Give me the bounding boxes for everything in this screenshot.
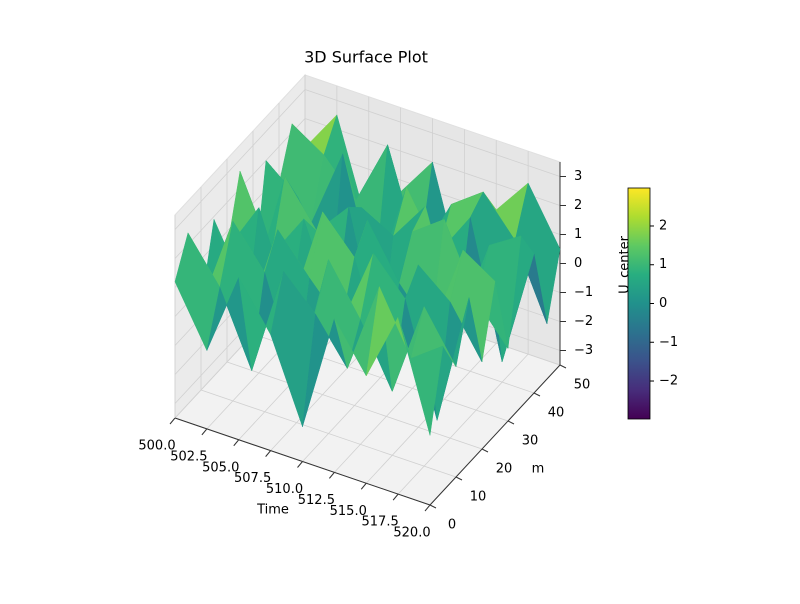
x-axis-line	[174, 417, 431, 506]
colorbar-tick-label: 1	[659, 257, 667, 272]
tick-mark	[360, 482, 367, 490]
grid-line	[397, 353, 529, 495]
y-tick-label: 0	[448, 518, 456, 533]
grid-line	[226, 361, 483, 450]
tick-mark	[424, 504, 431, 512]
y-tick-label: 10	[470, 490, 487, 505]
grid-line	[304, 89, 561, 177]
y-axis-label: m	[532, 462, 545, 477]
tick-mark	[169, 417, 176, 425]
z-tick-label: 3	[574, 169, 582, 184]
grid-line	[200, 389, 457, 478]
z-tick-label: −3	[574, 343, 593, 358]
z-tick-label: 2	[574, 198, 582, 213]
colorbar-tick-label: 0	[659, 296, 667, 311]
tick-mark	[265, 450, 272, 457]
tick-mark	[429, 504, 437, 509]
x-tick-label: 502.5	[170, 449, 207, 464]
tick-mark	[507, 420, 515, 425]
grid-line	[174, 89, 306, 230]
x-tick-label: 500.0	[138, 439, 175, 454]
tick-mark	[559, 364, 567, 369]
x-tick-label: 510.0	[266, 482, 303, 497]
y-tick-label: 40	[548, 406, 565, 421]
colorbar	[627, 187, 651, 420]
surface-patch	[397, 317, 444, 436]
z-tick-label: 1	[574, 227, 582, 242]
x-axis-label: Time	[256, 503, 289, 518]
tick-mark	[392, 493, 399, 501]
y-tick-label: 50	[574, 378, 591, 393]
y-tick-label: 20	[496, 462, 513, 477]
colorbar-tick-label: −1	[659, 335, 678, 350]
tick-mark	[481, 448, 489, 453]
tick-mark	[297, 461, 303, 468]
x-tick-label: 520.0	[393, 526, 430, 541]
tick-mark	[233, 439, 240, 447]
z-tick-label: −1	[574, 285, 593, 300]
chart-title: 3D Surface Plot	[304, 48, 428, 67]
tick-mark	[328, 472, 335, 479]
x-tick-label: 517.5	[362, 515, 399, 530]
y-axis-line	[429, 364, 561, 506]
colorbar-tick-label: 2	[659, 218, 667, 233]
tick-mark	[455, 476, 463, 481]
x-tick-label: 507.5	[234, 471, 271, 486]
tick-mark	[201, 428, 208, 436]
x-tick-label: 515.0	[330, 504, 367, 519]
colorbar-tick-label: −2	[659, 374, 678, 389]
tick-mark	[533, 392, 541, 397]
y-tick-label: 30	[522, 434, 539, 449]
z-tick-label: −2	[574, 314, 593, 329]
z-tick-label: 0	[574, 256, 582, 271]
x-tick-label: 512.5	[298, 493, 335, 508]
x-tick-label: 505.0	[202, 460, 239, 475]
